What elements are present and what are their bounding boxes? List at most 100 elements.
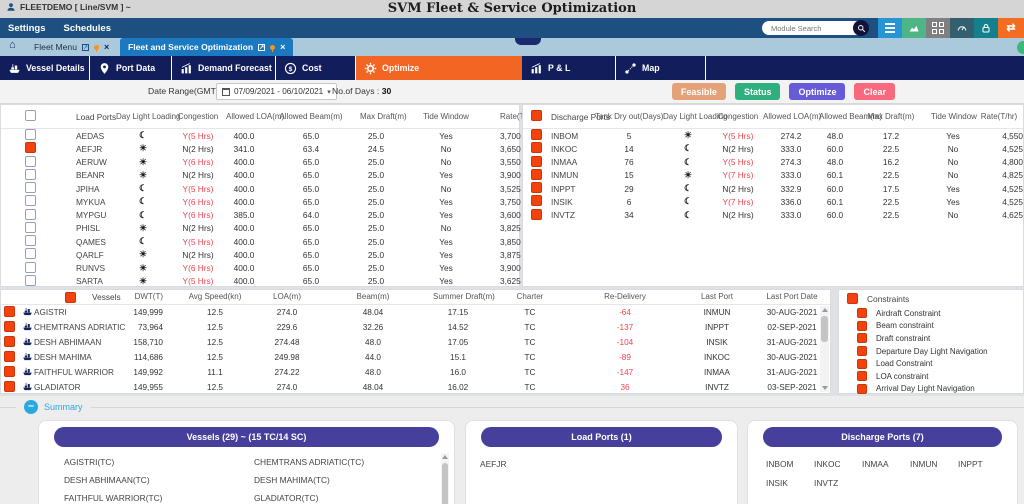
row-checkbox[interactable]	[4, 306, 15, 317]
row-checkbox[interactable]	[857, 320, 867, 331]
select-all-checkbox[interactable]	[25, 110, 36, 121]
table-row[interactable]: INVTZ 34 ☾ N(2 Hrs) 333.0 60.0 22.5 No 4,625	[523, 208, 1023, 222]
table-row[interactable]: INPPT 29 ☾ N(2 Hrs) 332.9 60.0 17.5 Yes 4,525	[523, 182, 1023, 195]
row-checkbox[interactable]	[25, 155, 36, 167]
table-row[interactable]: GLADIATOR 149,955 12.5 274.0 48.04 16.02 TC 36 I…	[1, 380, 830, 395]
table-row[interactable]: AERUW ☀ Y(6 Hrs) 400.0 65.0 25.0 No 3,550	[1, 155, 521, 169]
row-checkbox[interactable]	[531, 168, 542, 180]
row-checkbox[interactable]	[25, 129, 36, 141]
row-checkbox[interactable]	[4, 351, 15, 362]
card-scrollbar[interactable]	[441, 453, 449, 504]
constraint-item[interactable]: Airdraft Constraint	[839, 307, 1023, 320]
row-checkbox[interactable]	[4, 321, 15, 332]
row-checkbox[interactable]	[25, 142, 36, 154]
dashboard-button[interactable]	[950, 18, 974, 38]
row-checkbox[interactable]	[857, 371, 867, 382]
table-row[interactable]: RUNVS ☀ Y(6 Hrs) 400.0 65.0 25.0 Yes 3,900	[1, 261, 521, 275]
table-row[interactable]: PHISL ☀ N(2 Hrs) 400.0 65.0 25.0 No 3,825	[1, 221, 521, 235]
apps-button[interactable]	[926, 18, 950, 38]
row-checkbox[interactable]	[857, 358, 867, 369]
row-checkbox[interactable]	[25, 195, 36, 207]
module-search[interactable]: ▾	[762, 20, 869, 36]
tab-demand-forecast[interactable]: Demand Forecast	[172, 56, 276, 80]
tab-p-l[interactable]: P & L	[522, 56, 616, 80]
constraint-item[interactable]: Draft constraint	[839, 332, 1023, 345]
table-row[interactable]: SARTA ☀ Y(5 Hrs) 400.0 65.0 25.0 Yes 3,625	[1, 274, 521, 288]
tab-vessel-details[interactable]: Vessel Details	[0, 56, 90, 80]
status-button[interactable]: Status	[734, 83, 781, 100]
table-row[interactable]: DESH MAHIMA 114,686 12.5 249.98 44.0 15.1 TC -8…	[1, 350, 830, 365]
row-checkbox[interactable]	[531, 142, 542, 154]
table-row[interactable]: INBOM 5 ☀ Y(5 Hrs) 274.2 48.0 17.2 Yes 4,550	[523, 129, 1023, 142]
table-row[interactable]: QARLF ☀ N(2 Hrs) 400.0 65.0 25.0 Yes 3,875	[1, 248, 521, 261]
tab-fleet-menu[interactable]: Fleet Menu ↗ ×	[26, 38, 117, 56]
scrollbar-thumb[interactable]	[442, 463, 448, 504]
constraint-item[interactable]: Departure Day Light Navigation	[839, 345, 1023, 358]
row-checkbox[interactable]	[4, 336, 15, 347]
table-row[interactable]: AEFJR ☀ N(2 Hrs) 341.0 63.4 24.5 No 3,650	[1, 142, 521, 155]
analytics-button[interactable]	[902, 18, 926, 38]
optimize-button[interactable]: Optimize	[789, 83, 846, 100]
constraint-item[interactable]: Beam constraint	[839, 320, 1023, 333]
external-link-icon[interactable]: ↗	[258, 43, 266, 51]
pin-icon[interactable]	[270, 44, 276, 53]
search-input[interactable]	[769, 22, 861, 34]
close-icon[interactable]: ×	[104, 42, 110, 52]
vessels-scrollbar[interactable]	[820, 306, 829, 392]
date-range-picker[interactable]: 07/09/2021 - 06/10/2021 ▾	[216, 83, 337, 100]
table-row[interactable]: JPIHA ☾ Y(5 Hrs) 400.0 65.0 25.0 No 3,525	[1, 182, 521, 195]
table-row[interactable]: BEANR ☀ N(2 Hrs) 400.0 65.0 25.0 Yes 3,900	[1, 168, 521, 182]
scroll-up-icon[interactable]	[821, 308, 828, 312]
row-checkbox[interactable]	[25, 221, 36, 233]
row-checkbox[interactable]	[25, 274, 36, 286]
table-row[interactable]: DESH ABHIMAAN 158,710 12.5 274.48 48.0 17.05 T…	[1, 335, 830, 350]
row-checkbox[interactable]	[857, 333, 867, 344]
table-row[interactable]: AEDAS ☾ Y(5 Hrs) 400.0 65.0 25.0 Yes 3,700	[1, 129, 521, 142]
menu-button[interactable]	[878, 18, 902, 38]
user-menu[interactable]: FLEETDEMO [ Line/SVM ] ~	[6, 2, 131, 12]
clear-button[interactable]: Clear	[854, 83, 895, 100]
row-checkbox[interactable]	[531, 195, 542, 207]
constraint-item[interactable]: Load Constraint	[839, 357, 1023, 370]
row-checkbox[interactable]	[857, 346, 867, 357]
row-checkbox[interactable]	[857, 383, 867, 394]
tab-optimize[interactable]: Optimize	[356, 56, 522, 80]
select-all-checkbox[interactable]	[65, 291, 76, 303]
menu-item-settings[interactable]: Settings	[8, 22, 46, 34]
row-checkbox[interactable]	[531, 208, 542, 220]
row-checkbox[interactable]	[25, 261, 36, 273]
external-link-icon[interactable]: ↗	[82, 43, 89, 51]
row-checkbox[interactable]	[25, 208, 36, 220]
table-row[interactable]: INKOC 14 ☾ N(2 Hrs) 333.0 60.0 22.5 No 4,525	[523, 142, 1023, 155]
table-row[interactable]: CHEMTRANS ADRIATIC 73,964 12.5 229.6 32.26 14…	[1, 320, 830, 335]
row-checkbox[interactable]	[857, 308, 867, 319]
close-icon[interactable]: ×	[280, 42, 286, 52]
row-checkbox[interactable]	[531, 129, 542, 141]
row-checkbox[interactable]	[25, 248, 36, 260]
tab-map[interactable]: Map	[616, 56, 706, 80]
table-row[interactable]: MYPGU ☾ Y(6 Hrs) 385.0 64.0 25.0 Yes 3,600	[1, 208, 521, 222]
row-checkbox[interactable]	[531, 182, 542, 194]
table-row[interactable]: FAITHFUL WARRIOR 149,992 11.1 274.22 48.0 16.…	[1, 365, 830, 380]
row-checkbox[interactable]	[25, 235, 36, 247]
home-icon[interactable]: ⌂	[9, 39, 16, 51]
constraint-item[interactable]: Arrival Day Light Navigation	[839, 383, 1023, 396]
tab-port-data[interactable]: Port Data	[90, 56, 172, 80]
search-button[interactable]	[853, 20, 869, 36]
table-row[interactable]: AGISTRI 149,999 12.5 274.0 48.04 17.15 TC -64 IN…	[1, 305, 830, 320]
table-row[interactable]: INMUN 15 ☀ Y(7 Hrs) 333.0 60.1 22.5 No 4,825	[523, 168, 1023, 182]
lock-button[interactable]	[974, 18, 998, 38]
row-checkbox[interactable]	[4, 366, 15, 377]
table-row[interactable]: MYKUA ☾ Y(6 Hrs) 400.0 65.0 25.0 Yes 3,750	[1, 195, 521, 208]
scroll-up-icon[interactable]	[442, 455, 448, 459]
collapse-icon[interactable]: –	[24, 400, 38, 414]
scrollbar-thumb[interactable]	[821, 316, 828, 342]
feasible-button[interactable]: Feasible	[671, 83, 726, 100]
select-all-checkbox[interactable]	[847, 293, 858, 304]
row-checkbox[interactable]	[4, 381, 15, 392]
refresh-button[interactable]: ⇄	[998, 18, 1024, 38]
row-checkbox[interactable]	[25, 168, 36, 180]
select-all-checkbox[interactable]	[531, 110, 542, 121]
table-row[interactable]: QAMES ☾ Y(5 Hrs) 400.0 65.0 25.0 Yes 3,850	[1, 235, 521, 248]
menu-item-schedules[interactable]: Schedules	[63, 22, 112, 34]
